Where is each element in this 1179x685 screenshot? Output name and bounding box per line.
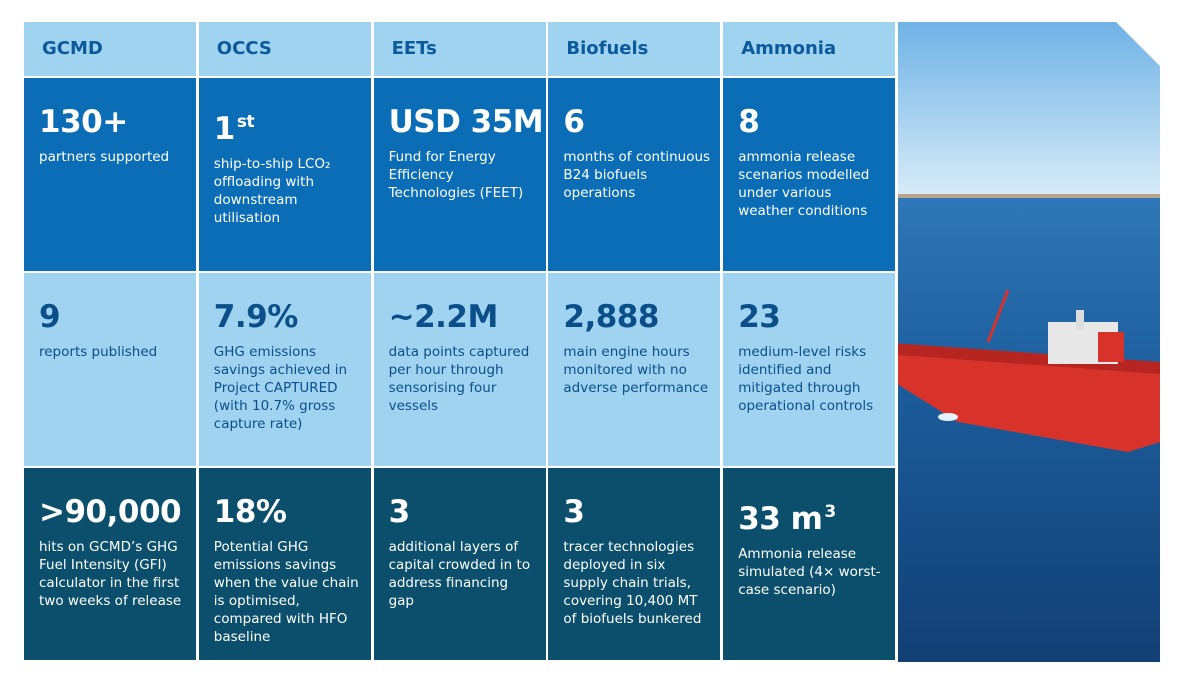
stat-cell: 18% Potential GHG emissions savings when … xyxy=(198,468,371,660)
column: Biofuels 6 months of continuous B24 biofue… xyxy=(548,22,721,660)
stat-cell: 3 additional layers of capital crowded in… xyxy=(373,468,546,660)
stat-value: 130+ xyxy=(39,104,128,140)
stat-value: 6 xyxy=(563,104,585,140)
stat: >90,000 xyxy=(39,494,186,530)
stat-cell: 33 m 3 Ammonia release simulated (4× worst… xyxy=(723,468,896,660)
stat-value: >90,000 xyxy=(39,494,182,530)
column: Ammonia 8 ammonia release scenarios modell… xyxy=(723,22,896,660)
stat: 3 xyxy=(563,494,710,530)
stat-description: main engine hours monitored with no adve… xyxy=(563,344,709,396)
stat: 3 xyxy=(389,494,536,530)
stat-description: partners supported xyxy=(39,149,170,165)
stat-description: GHG emissions savings achieved in Projec… xyxy=(213,344,348,432)
ship-photo xyxy=(898,22,1160,662)
stat-value: USD 35M xyxy=(388,104,544,140)
stat: 23 xyxy=(738,299,885,335)
stat-description: ship-to-ship LCO₂ offloading with downst… xyxy=(213,156,331,226)
stat-value: ~2.2M xyxy=(388,299,499,335)
stat-description: medium-level risks identified and mitiga… xyxy=(738,344,874,414)
stat-cell: USD 35M Fund for Energy Efficiency Techno… xyxy=(373,78,546,271)
stat-description: Ammonia release simulated (4× worst-case… xyxy=(738,546,881,598)
stat-cell: 6 months of continuous B24 biofuels opera… xyxy=(548,78,721,271)
stat-superscript: st xyxy=(236,112,255,132)
stat-cell: 7.9% GHG emissions savings achieved in Pr… xyxy=(198,273,371,466)
stat-cell: 3 tracer technologies deployed in six sup… xyxy=(548,468,721,660)
stat-description: additional layers of capital crowded in … xyxy=(388,539,531,609)
stat: 18% xyxy=(214,494,361,530)
stat: ~2.2M xyxy=(389,299,536,335)
stat-value: 2,888 xyxy=(563,299,659,335)
stat-value: 3 xyxy=(563,494,585,530)
stat-description: ammonia release scenarios modelled under… xyxy=(738,149,870,219)
stat: 2,888 xyxy=(563,299,710,335)
stat-cell: 2,888 main engine hours monitored with no… xyxy=(548,273,721,466)
column-header: GCMD xyxy=(24,22,196,76)
stat-cell: 8 ammonia release scenarios modelled unde… xyxy=(723,78,896,271)
stat: 7.9% xyxy=(214,299,361,335)
stat: 8 xyxy=(738,104,885,140)
stat-cell: ~2.2M data points captured per hour throu… xyxy=(373,273,546,466)
stat: 130+ xyxy=(39,104,186,140)
stat-description: Potential GHG emissions savings when the… xyxy=(213,539,359,645)
stat: 6 xyxy=(563,104,710,140)
stat-cell: 23 medium-level risks identified and miti… xyxy=(723,273,896,466)
stat-description: reports published xyxy=(39,344,158,360)
stat-description: data points captured per hour through se… xyxy=(388,344,530,414)
stat-cell: 9 reports published xyxy=(24,273,196,466)
stat-value: 7.9% xyxy=(213,299,298,335)
stat-description: hits on GCMD’s GHG Fuel Intensity (GFI) … xyxy=(39,539,182,609)
stat-value: 18% xyxy=(213,494,287,530)
column-header: Biofuels xyxy=(548,22,721,76)
stat-cell: >90,000 hits on GCMD’s GHG Fuel Intensity… xyxy=(24,468,196,660)
column: EETs USD 35M Fund for Energy Efficiency Te… xyxy=(373,22,546,660)
stat-description: tracer technologies deployed in six supp… xyxy=(563,539,702,627)
column-header: EETs xyxy=(373,22,546,76)
stat-description: months of continuous B24 biofuels operat… xyxy=(563,149,711,201)
column-header: Ammonia xyxy=(723,22,896,76)
column-header: OCCS xyxy=(198,22,371,76)
stat-description: Fund for Energy Efficiency Technologies … xyxy=(388,149,524,201)
stat-value: 1 xyxy=(213,111,236,147)
stat: USD 35M xyxy=(389,104,544,140)
stat-cell: 130+ partners supported xyxy=(24,78,196,271)
stat: 9 xyxy=(39,299,186,335)
stat-value: 3 xyxy=(388,494,411,530)
stat-value: 33 m xyxy=(738,501,823,537)
stat-value: 8 xyxy=(738,104,760,140)
column: GCMD 130+ partners supported 9 reports publi… xyxy=(24,22,196,660)
stat-value: 9 xyxy=(39,299,61,335)
stat-superscript: 3 xyxy=(824,502,836,522)
stat-value: 23 xyxy=(738,299,781,335)
